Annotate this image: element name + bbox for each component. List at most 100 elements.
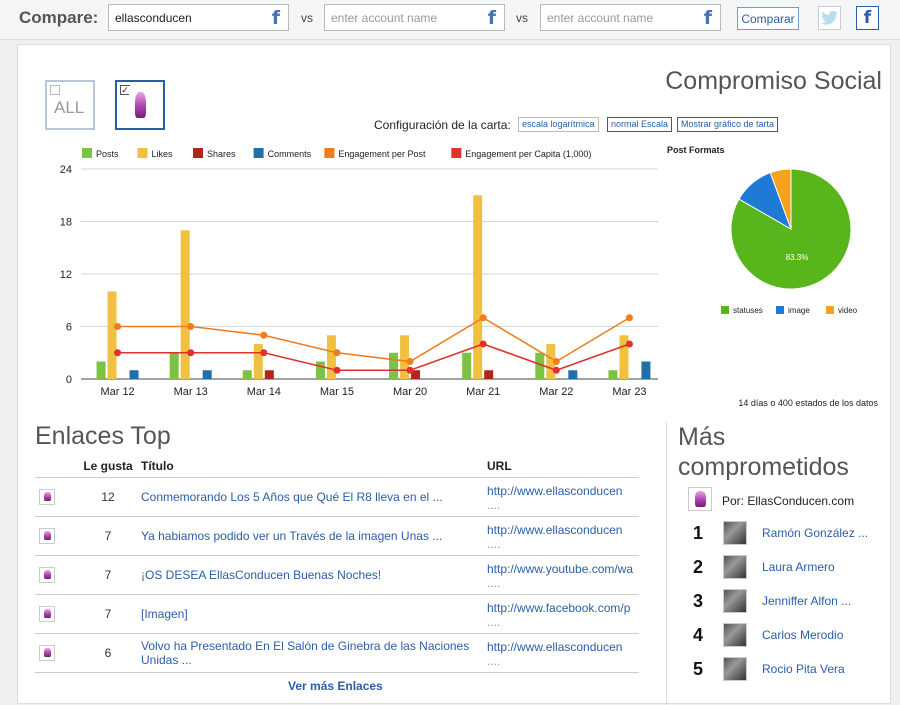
bar-posts (389, 352, 399, 379)
col-url: URL (487, 455, 639, 478)
row-title-link[interactable]: Ya habiamos podido ver un Través de la i… (141, 516, 487, 556)
row-url-cell[interactable]: http://www.ellasconducen.... (487, 477, 639, 517)
col-icon (35, 455, 75, 478)
account-avatar (129, 86, 151, 124)
series-point (406, 358, 414, 365)
row-url-link[interactable]: http://www.facebook.com/p (487, 600, 631, 615)
y-tick-label: 12 (60, 269, 72, 281)
bar-likes (180, 230, 190, 379)
engaged-person: 1 Ramón González ... (693, 521, 883, 545)
post-thumbnail (39, 605, 55, 622)
bar-likes (546, 344, 556, 379)
thumb-all[interactable]: ALL (45, 80, 95, 130)
y-tick-label: 0 (66, 374, 72, 386)
account-field-1[interactable]: f (108, 4, 289, 31)
account-field-2[interactable]: f (324, 4, 505, 31)
twitter-icon[interactable] (818, 6, 841, 30)
compare-button[interactable]: Comparar (737, 7, 799, 30)
pie-data-label: 83.3% (786, 253, 809, 262)
row-url-cell[interactable]: http://www.facebook.com/p.... (487, 594, 639, 634)
bar-posts (96, 361, 106, 379)
facebook-share-icon[interactable]: f (856, 6, 879, 30)
x-tick-label: Mar 22 (539, 386, 573, 398)
log-scale-button[interactable]: escala logarítmica (518, 117, 599, 132)
legend-swatch (137, 148, 148, 158)
facebook-icon: f (487, 7, 496, 29)
account-input-2[interactable] (325, 5, 475, 30)
person-name-link[interactable]: Laura Armero (762, 560, 835, 574)
facebook-icon: f (703, 7, 712, 29)
show-pie-button[interactable]: Mostrar gráfico de tarta (677, 117, 779, 132)
account-field-3[interactable]: f (540, 4, 721, 31)
row-url-cell[interactable]: http://www.ellasconducen.... (487, 516, 639, 556)
legend-swatch (193, 148, 203, 158)
person-avatar[interactable] (723, 589, 747, 613)
engaged-person: 2 Laura Armero (693, 555, 883, 579)
person-avatar[interactable] (723, 623, 747, 647)
row-icon-cell (35, 555, 75, 595)
series-point (187, 349, 195, 357)
legend-label: Engagement per Post (338, 149, 426, 159)
row-icon-cell (35, 594, 75, 634)
row-url-link[interactable]: http://www.ellasconducen (487, 639, 623, 654)
series-point (260, 331, 268, 339)
links-title: Enlaces Top (35, 422, 171, 450)
table-row: 7 Ya habiamos podido ver un Través de la … (35, 516, 639, 556)
more-links-link[interactable]: Ver más Enlaces (288, 679, 383, 693)
person-avatar[interactable] (723, 657, 747, 681)
bar-posts (315, 361, 325, 379)
person-name-link[interactable]: Ramón González ... (762, 526, 869, 540)
row-likes: 12 (75, 477, 141, 517)
table-row: 7 [Imagen] http://www.facebook.com/p.... (35, 594, 639, 634)
legend-swatch (324, 148, 335, 158)
person-avatar[interactable] (723, 555, 747, 579)
x-tick-label: Mar 23 (612, 386, 646, 398)
pie-legend-swatch (776, 306, 784, 314)
row-title-link[interactable]: [Imagen] (141, 594, 487, 634)
series-point (406, 366, 414, 374)
row-likes: 6 (75, 633, 141, 673)
engaged-title: Más comprometidos (678, 423, 849, 481)
checkbox[interactable] (50, 85, 60, 95)
bar-comments (568, 370, 578, 379)
rank-number: 5 (693, 659, 704, 679)
person-name-link[interactable]: Carlos Merodio (762, 628, 844, 642)
vs-label: vs (516, 11, 528, 25)
bar-posts (462, 352, 472, 379)
rank-number: 3 (693, 591, 704, 611)
person-name-link[interactable]: Rocio Pita Vera (762, 662, 845, 676)
x-tick-label: Mar 14 (247, 386, 281, 398)
series-point (114, 349, 122, 357)
row-title-link[interactable]: Volvo ha Presentado En El Salón de Gineb… (141, 633, 487, 673)
person-name-link[interactable]: Jenniffer Alfon ... (762, 594, 852, 608)
row-url-cell[interactable]: http://www.youtube.com/wa.... (487, 555, 639, 595)
series-point (187, 323, 195, 330)
normal-scale-button[interactable]: normal Escala (607, 117, 673, 132)
row-title-link[interactable]: Conmemorando Los 5 Años que Qué El R8 ll… (141, 477, 487, 517)
bar-shares (484, 370, 494, 379)
bar-comments (202, 370, 212, 379)
row-url-link[interactable]: http://www.ellasconducen (487, 483, 623, 498)
compare-label: Compare: (19, 8, 99, 27)
row-url-link[interactable]: http://www.ellasconducen (487, 522, 623, 537)
bar-comments (641, 361, 651, 379)
links-table: Le gusta Título URL 12 Conmemorando Los 5… (35, 455, 639, 673)
post-thumbnail (39, 644, 55, 661)
bar-likes (326, 335, 336, 379)
engaged-person: 4 Carlos Merodio (693, 623, 883, 647)
legend-label: Posts (96, 149, 119, 159)
row-likes: 7 (75, 594, 141, 634)
bar-posts (608, 370, 618, 379)
account-input-1[interactable] (109, 5, 259, 30)
row-title-link[interactable]: ¡OS DESEA EllasConducen Buenas Noches! (141, 555, 487, 595)
thumb-account[interactable]: ✓ (115, 80, 165, 130)
row-url-link[interactable]: http://www.youtube.com/wa (487, 561, 634, 576)
links-header-row: Le gusta Título URL (35, 455, 639, 478)
person-avatar[interactable] (723, 521, 747, 545)
series-point (479, 314, 487, 322)
account-input-3[interactable] (541, 5, 691, 30)
rank-number: 1 (693, 523, 704, 543)
bar-likes (473, 195, 483, 379)
post-thumbnail (39, 566, 55, 583)
row-url-cell[interactable]: http://www.ellasconducen.... (487, 633, 639, 673)
